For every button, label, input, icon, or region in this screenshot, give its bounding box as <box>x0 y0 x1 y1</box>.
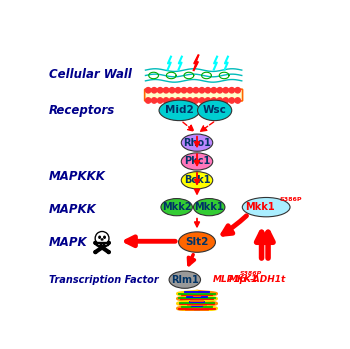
Circle shape <box>106 250 111 254</box>
Ellipse shape <box>181 172 213 189</box>
Text: S386P: S386P <box>240 271 262 276</box>
Circle shape <box>96 232 108 245</box>
Ellipse shape <box>242 198 290 217</box>
Ellipse shape <box>178 232 216 252</box>
Circle shape <box>193 98 199 103</box>
Text: MLP1p-: MLP1p- <box>213 275 251 284</box>
Text: MAPKK: MAPKK <box>49 203 97 216</box>
Circle shape <box>181 88 187 93</box>
Ellipse shape <box>103 236 106 239</box>
Circle shape <box>217 98 223 103</box>
Text: Mid2: Mid2 <box>165 105 194 116</box>
Circle shape <box>187 88 192 93</box>
Circle shape <box>223 98 229 103</box>
Circle shape <box>93 250 98 254</box>
Circle shape <box>146 98 151 103</box>
FancyBboxPatch shape <box>104 243 107 245</box>
Text: Rlm1: Rlm1 <box>171 275 199 285</box>
Circle shape <box>229 98 234 103</box>
Ellipse shape <box>197 100 232 121</box>
Text: MKK1: MKK1 <box>229 275 258 284</box>
Text: S386P: S386P <box>279 197 302 202</box>
Circle shape <box>229 88 234 93</box>
Ellipse shape <box>194 199 225 216</box>
Circle shape <box>211 88 217 93</box>
Ellipse shape <box>98 236 101 239</box>
Circle shape <box>235 88 240 93</box>
FancyBboxPatch shape <box>96 242 108 245</box>
Circle shape <box>181 98 187 103</box>
Circle shape <box>205 98 211 103</box>
FancyBboxPatch shape <box>145 89 243 101</box>
Circle shape <box>93 241 98 245</box>
Circle shape <box>163 88 169 93</box>
Circle shape <box>152 88 157 93</box>
Circle shape <box>158 98 163 103</box>
FancyBboxPatch shape <box>97 243 100 245</box>
Ellipse shape <box>181 134 213 151</box>
Text: Wsc: Wsc <box>203 105 226 116</box>
Ellipse shape <box>181 153 213 170</box>
Circle shape <box>205 88 211 93</box>
Text: -ADH1t: -ADH1t <box>250 275 286 284</box>
Circle shape <box>187 98 192 103</box>
Circle shape <box>199 88 205 93</box>
Text: Mkk2: Mkk2 <box>162 202 191 212</box>
Circle shape <box>163 98 169 103</box>
Text: Rho1: Rho1 <box>183 138 211 148</box>
Circle shape <box>106 241 111 245</box>
Circle shape <box>193 88 199 93</box>
Circle shape <box>152 98 157 103</box>
Circle shape <box>199 98 205 103</box>
Text: Receptors: Receptors <box>49 104 116 117</box>
Polygon shape <box>101 239 103 240</box>
Circle shape <box>175 98 181 103</box>
Text: Transcription Factor: Transcription Factor <box>49 275 159 285</box>
Circle shape <box>223 88 229 93</box>
Text: Mkk1: Mkk1 <box>194 202 224 212</box>
Text: Mkk1: Mkk1 <box>245 202 275 212</box>
Polygon shape <box>194 55 198 70</box>
Circle shape <box>235 98 240 103</box>
Circle shape <box>169 88 175 93</box>
Circle shape <box>169 98 175 103</box>
Circle shape <box>211 98 217 103</box>
Circle shape <box>217 88 223 93</box>
Ellipse shape <box>169 271 201 288</box>
Text: MAPKKK: MAPKKK <box>49 170 106 183</box>
Ellipse shape <box>159 100 200 121</box>
Text: Pkc1: Pkc1 <box>184 156 210 166</box>
Text: Slt2: Slt2 <box>185 237 209 247</box>
FancyBboxPatch shape <box>101 243 103 245</box>
Text: Bck1: Bck1 <box>184 175 210 185</box>
Ellipse shape <box>161 199 192 216</box>
Circle shape <box>146 88 151 93</box>
Text: MAPK: MAPK <box>49 236 88 248</box>
Text: Cellular Wall: Cellular Wall <box>49 68 132 81</box>
Circle shape <box>94 231 110 246</box>
Circle shape <box>158 88 163 93</box>
Circle shape <box>175 88 181 93</box>
